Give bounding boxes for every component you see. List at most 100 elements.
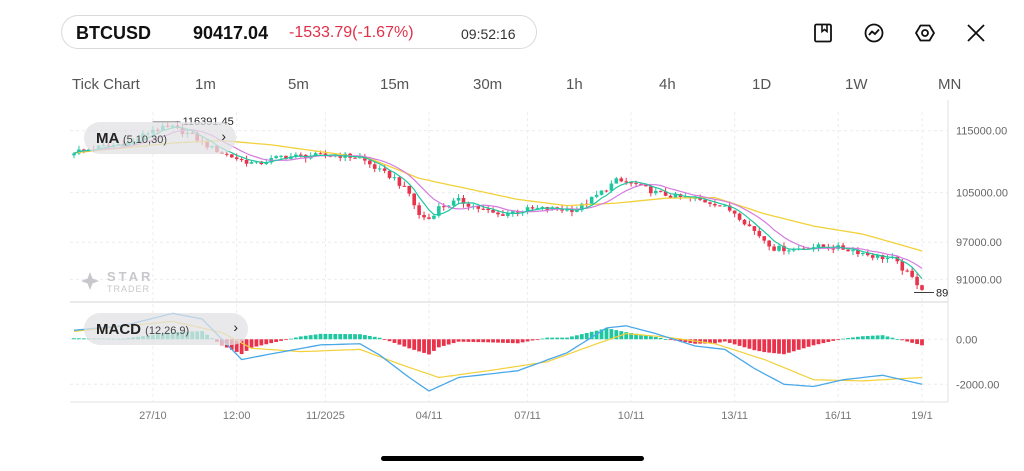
candle-body	[402, 185, 407, 187]
macd-bar	[402, 339, 407, 347]
time-axis-label: 13/11	[721, 410, 748, 422]
tab-1h[interactable]: 1h	[566, 76, 583, 93]
candle-body	[594, 194, 599, 197]
candle-body	[510, 211, 515, 213]
chevron-right-icon[interactable]: ›	[233, 319, 238, 335]
tab-30m[interactable]: 30m	[473, 76, 503, 93]
macd-bar	[353, 334, 357, 340]
macd-bar	[284, 339, 288, 341]
candle-body	[323, 153, 328, 156]
macd-bar	[767, 339, 772, 353]
tab-15m[interactable]: 15m	[380, 76, 410, 93]
macd-histogram-layer	[72, 328, 924, 355]
candle-body	[486, 208, 490, 211]
candle-body	[752, 226, 757, 231]
macd-bar	[505, 339, 510, 343]
settings-icon[interactable]	[914, 22, 936, 44]
macd-bar	[757, 339, 762, 352]
tab-5m[interactable]: 5m	[288, 76, 309, 93]
tab-tick-chart[interactable]: Tick Chart	[72, 76, 140, 93]
candle-body	[772, 246, 776, 251]
macd-bar	[451, 339, 456, 344]
chart-grid	[70, 100, 949, 403]
macd-bar	[905, 339, 910, 342]
candle-body	[338, 155, 343, 158]
macd-bar	[392, 339, 397, 343]
candle-body	[441, 206, 446, 208]
macd-bar	[634, 333, 638, 340]
candle-body	[412, 193, 416, 206]
axis-labels-layer: 115000.00 105000.00 97000.00 91000.00 0.00 -2…	[139, 126, 1008, 422]
watermark-line2: TRADER	[107, 284, 150, 294]
candle-body	[560, 209, 564, 211]
macd-bar	[298, 336, 303, 340]
macd-bar	[920, 339, 924, 346]
candle-body	[880, 255, 885, 260]
bookmark-icon[interactable]	[812, 22, 834, 44]
candle-body	[72, 153, 76, 156]
tab-1w[interactable]: 1W	[845, 76, 868, 93]
macd-bar	[856, 336, 860, 340]
macd-bar	[72, 338, 76, 340]
candle-body	[432, 215, 436, 219]
macd-bar	[752, 339, 757, 351]
symbol-name: BTCUSD	[76, 23, 151, 43]
tab-4h[interactable]: 4h	[659, 76, 676, 93]
macd-bar	[831, 339, 836, 341]
trend-icon[interactable]	[863, 22, 885, 44]
macd-bar	[269, 339, 274, 344]
candle-body	[649, 186, 653, 194]
macd-bar	[703, 339, 707, 344]
candle-body	[851, 250, 855, 252]
candle-body	[318, 153, 323, 155]
macd-bar	[476, 339, 481, 343]
macd-indicator-pill[interactable]: MACD (12,26,9) ›	[84, 313, 248, 345]
macd-bar	[382, 339, 387, 341]
macd-bar	[653, 336, 658, 340]
ma-indicator-pill[interactable]: MA (5,10,30) ›	[84, 122, 236, 154]
tab-1d[interactable]: 1D	[752, 76, 772, 93]
tab-1m[interactable]: 1m	[195, 76, 216, 93]
macd-bar	[555, 337, 560, 340]
chevron-right-icon[interactable]: ›	[221, 128, 226, 144]
time-axis-label: 16/11	[825, 410, 852, 422]
macd-bar	[717, 339, 722, 343]
macd-axis-label: 0.00	[956, 334, 977, 346]
candle-body	[782, 245, 786, 252]
candle-body	[846, 249, 850, 252]
macd-bar	[777, 339, 781, 354]
macd-bar	[875, 335, 880, 340]
candle-body	[609, 183, 614, 191]
macd-bar	[432, 339, 436, 351]
candle-body	[722, 205, 727, 207]
candle-body	[284, 155, 288, 159]
candle-body	[313, 153, 318, 157]
macd-bar	[540, 338, 545, 340]
macd-bar	[461, 339, 466, 342]
macd-bar	[412, 339, 417, 350]
candle-body	[629, 182, 633, 184]
macd-bar	[609, 329, 614, 340]
candle-body	[368, 160, 372, 165]
candle-body	[82, 149, 86, 151]
close-icon[interactable]	[965, 22, 987, 44]
macd-bar	[727, 339, 732, 343]
candle-body	[456, 197, 461, 201]
macd-bar	[515, 339, 520, 344]
candle-body	[225, 153, 229, 155]
macd-bar	[417, 339, 422, 352]
macd-bar	[525, 339, 530, 342]
symbol-info-pill[interactable]: BTCUSD 90417.04 -1533.79(-1.67%) 09:52:1…	[61, 15, 537, 49]
candle-body	[920, 285, 924, 290]
macd-bar	[303, 335, 308, 340]
macd-bar	[688, 339, 693, 343]
current-price: 90417.04	[193, 23, 269, 43]
macd-bar	[333, 333, 338, 340]
candle-body	[422, 214, 426, 218]
macd-bar	[481, 339, 486, 343]
candle-body	[747, 224, 752, 227]
macd-bar	[796, 339, 801, 350]
tab-mn[interactable]: MN	[938, 76, 962, 93]
macd-bar	[239, 339, 244, 355]
